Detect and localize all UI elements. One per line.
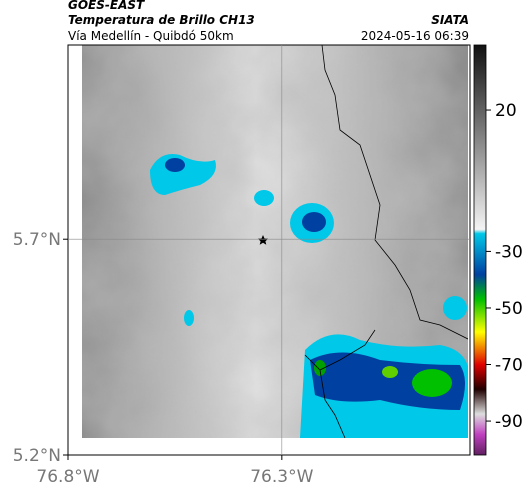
product-title: Temperatura de Brillo CH13 bbox=[68, 13, 255, 27]
x-tick-label: 76.8°W bbox=[36, 467, 99, 487]
x-tick-label: 76.3°W bbox=[250, 467, 313, 487]
timestamp: 2024-05-16 06:39 bbox=[361, 29, 469, 43]
satellite-name: GOES-EAST bbox=[68, 0, 145, 12]
location-marker bbox=[257, 235, 269, 245]
y-tick-label: 5.2°N bbox=[13, 446, 61, 466]
y-tick-label: 5.7°N bbox=[13, 230, 61, 250]
colorbar-tick-label: -30 bbox=[495, 242, 523, 262]
colorbar-tick-label: -70 bbox=[495, 356, 523, 376]
colorbar-tick-label: -90 bbox=[495, 412, 523, 432]
colorbar-tick-label: -50 bbox=[495, 299, 523, 319]
colorbar-tick-label: 20 bbox=[495, 101, 517, 121]
satellite-image bbox=[82, 45, 468, 438]
map-frame bbox=[67, 44, 471, 456]
source-label: SIATA bbox=[431, 13, 469, 27]
colorbar bbox=[473, 44, 487, 456]
region-label: Vía Medellín - Quibdó 50km bbox=[68, 29, 234, 43]
